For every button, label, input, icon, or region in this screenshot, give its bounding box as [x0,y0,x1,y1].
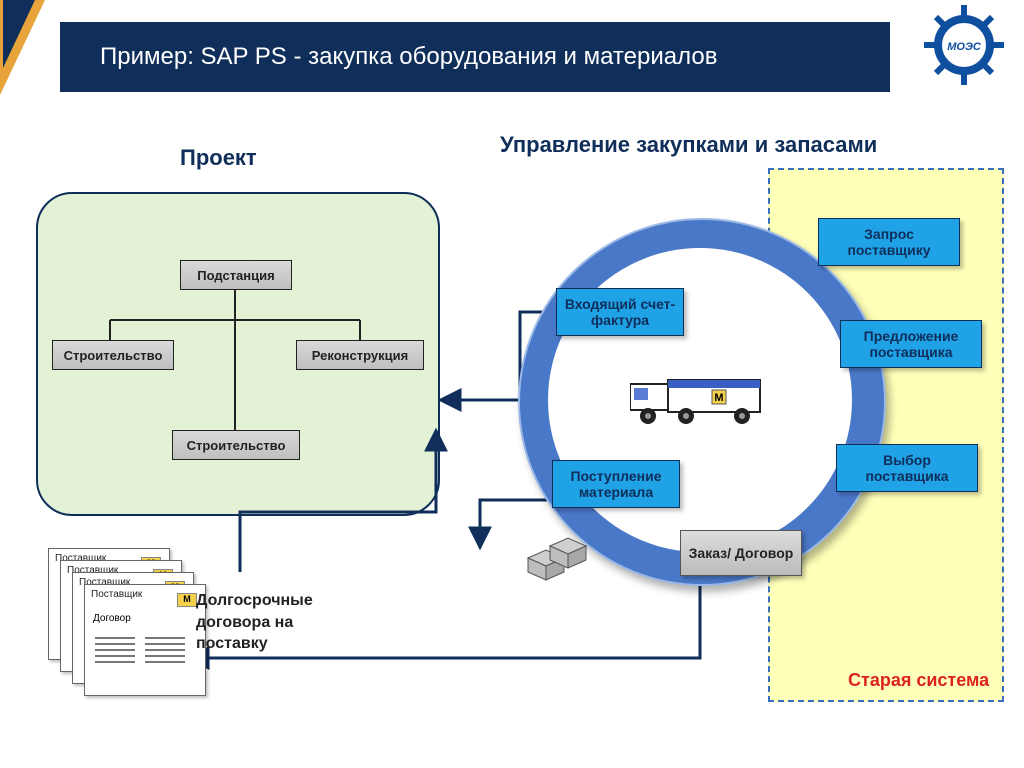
title-bar: Пример: SAP PS - закупка оборудования и … [60,22,890,92]
contract-docs: ПоставщикM ПоставщикM ПоставщикM Поставщ… [48,548,218,698]
cycle-request: Запрос поставщику [818,218,960,266]
truck-icon: M [630,370,770,435]
cycle-offer: Предложение поставщика [840,320,982,368]
slide: Пример: SAP PS - закупка оборудования и … [0,0,1024,768]
logo: МОЭС [904,0,1024,100]
old-system-label: Старая система [848,670,989,691]
slide-title: Пример: SAP PS - закупка оборудования и … [100,43,717,71]
cycle-order: Заказ/ Договор [680,530,802,576]
section-title-left: Проект [180,145,257,171]
cycle-select: Выбор поставщика [836,444,978,492]
tree-root: Подстанция [180,260,292,290]
cycle-receipt: Поступление материала [552,460,680,508]
tree-child-1: Строительство [52,340,174,370]
cycle-invoice: Входящий счет-фактура [556,288,684,336]
corner-accent [0,0,45,95]
tree-grandchild: Строительство [172,430,300,460]
contracts-caption: Долгосрочные договора на поставку [196,590,366,655]
tree-child-2: Реконструкция [296,340,424,370]
section-title-right: Управление закупками и запасами [500,132,877,158]
svg-text:M: M [714,392,723,404]
svg-text:МОЭС: МОЭС [947,41,982,53]
boxes-icon [520,528,590,588]
